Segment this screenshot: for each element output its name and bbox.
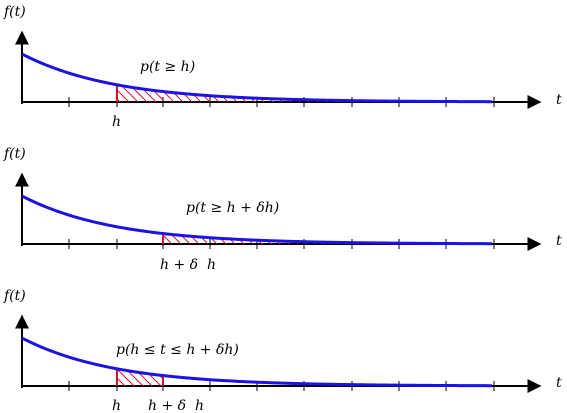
panel-2-probability-label: p(t ≥ h + δh) xyxy=(186,200,279,216)
panel-2-xlabel: t xyxy=(556,233,562,249)
panel-1-marker-h: h xyxy=(112,114,121,130)
panel-2-density-curve xyxy=(21,194,493,246)
panel-1-probability-label: p(t ≥ h) xyxy=(140,59,195,75)
panel-1-xlabel: t xyxy=(556,92,562,108)
panel-1-shaded-region xyxy=(117,84,492,102)
panel-2-ylabel: f(t) xyxy=(3,146,26,162)
panel-3-xlabel: t xyxy=(556,375,562,391)
panel-1-ylabel: f(t) xyxy=(3,4,26,20)
panel-3-shaded-region xyxy=(117,368,163,386)
panel-3-probability-label: p(h ≤ t ≤ h + δh) xyxy=(116,342,239,358)
panel-2: f(t) t p(t ≥ h + δh) h + δ h xyxy=(3,146,562,273)
panel-3-density-curve xyxy=(21,336,493,388)
panel-1-density-curve xyxy=(21,52,493,104)
panel-3: f(t) t p(h ≤ t ≤ h + δh) h h + δ h xyxy=(3,288,562,413)
panel-3-marker-h: h xyxy=(112,398,121,413)
panel-2-marker-h-plus-dh: h + δ h xyxy=(160,257,216,273)
panel-3-ylabel: f(t) xyxy=(3,288,26,304)
panel-3-marker-h-plus-dh: h + δ h xyxy=(148,398,204,413)
panel-1: f(t) t p(t ≥ h) h xyxy=(3,4,562,130)
panel-2-shaded-region xyxy=(163,233,492,244)
